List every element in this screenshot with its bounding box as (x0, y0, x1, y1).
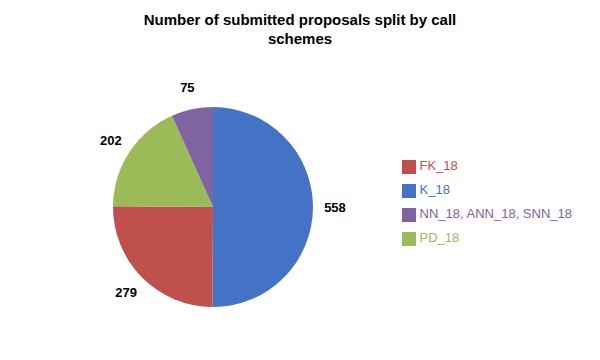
svg-text:279: 279 (115, 285, 137, 300)
html-text:PD_18: PD_18 (419, 230, 460, 245)
svg-text:75: 75 (180, 80, 194, 95)
html-text:Number of submitted proposals: Number of submitted proposals split by c… (143, 11, 457, 28)
svg-text:202: 202 (100, 133, 122, 148)
html-text:schemes: schemes (267, 30, 333, 47)
html-text:FK_18: FK_18 (419, 158, 458, 173)
html-text:K_18: K_18 (419, 182, 450, 197)
svg-text:558: 558 (324, 200, 346, 215)
html-text:NN_18, ANN_18, SNN_18: NN_18, ANN_18, SNN_18 (419, 206, 572, 221)
